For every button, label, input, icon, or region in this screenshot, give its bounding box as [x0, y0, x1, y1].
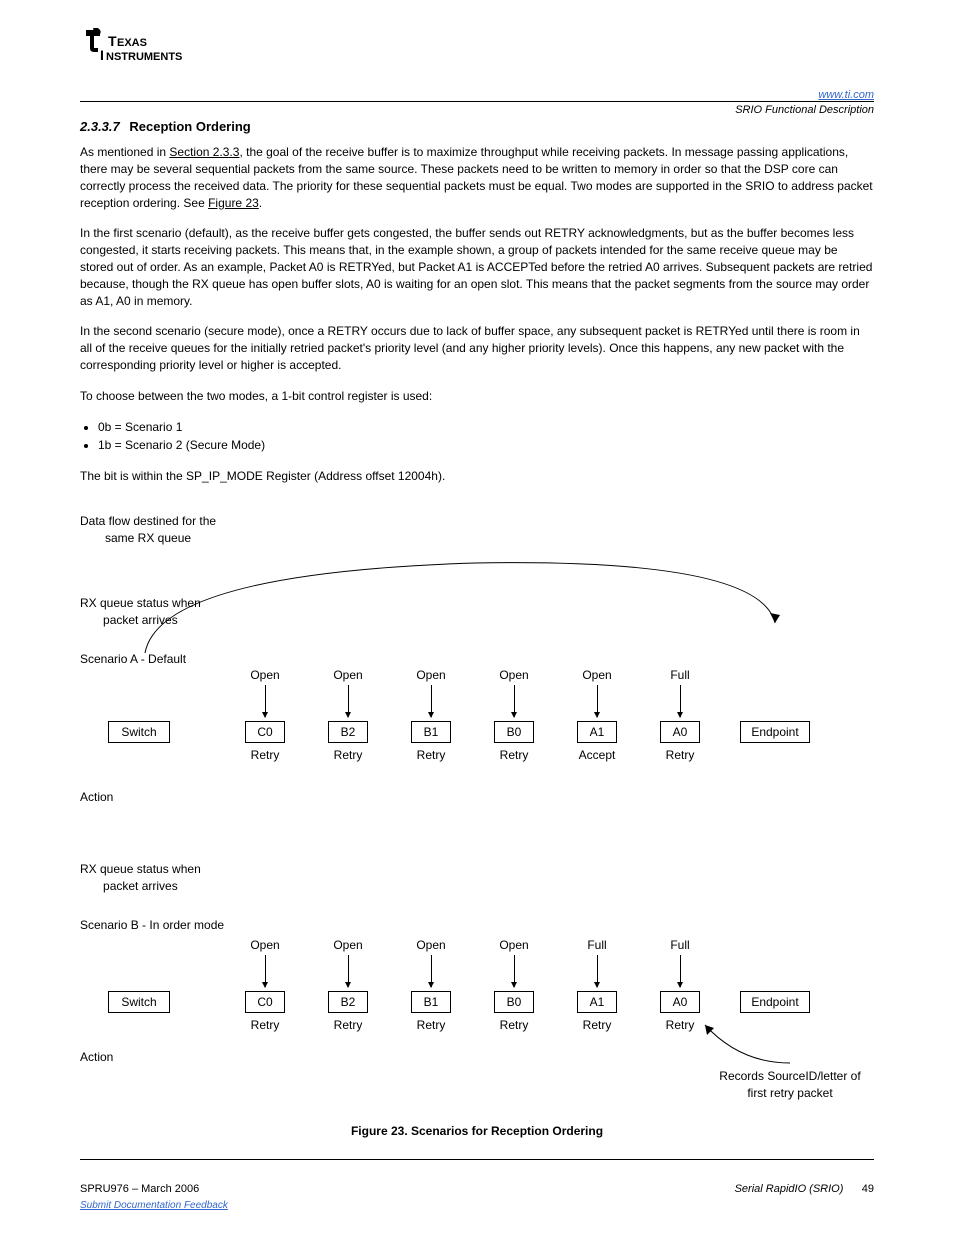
section-heading: 2.3.3.7 Reception Ordering [80, 118, 874, 136]
A-status-0: Open [235, 667, 295, 684]
B-action-2: Retry [401, 1017, 461, 1034]
B-arrow-2 [431, 955, 432, 987]
B-packet-1: B2 [328, 991, 368, 1013]
A-status-5: Full [650, 667, 710, 684]
feedback-link-wrap: Submit Documentation Feedback [80, 1199, 228, 1213]
scenario-a-title: Scenario A - Default [80, 651, 186, 668]
A-status-3: Open [484, 667, 544, 684]
B-packet-3: B0 [494, 991, 534, 1013]
footer-left: SPRU976 – March 2006 [80, 1182, 199, 1197]
A-arrow-3 [514, 685, 515, 717]
A-arrow-0 [265, 685, 266, 717]
B-action-3: Retry [484, 1017, 544, 1034]
B-status-0: Open [235, 937, 295, 954]
B-action-4: Retry [567, 1017, 627, 1034]
B-packet-4: A1 [577, 991, 617, 1013]
svg-text:I: I [100, 47, 104, 63]
A-action-1: Retry [318, 747, 378, 764]
A-packet-3: B0 [494, 721, 534, 743]
scenario-b-title: Scenario B - In order mode [80, 917, 224, 934]
B-packet-0: C0 [245, 991, 285, 1013]
footer: SPRU976 – March 2006 Serial RapidIO (SRI… [80, 1182, 874, 1197]
mode-bullet-list: 0b = Scenario 1 1b = Scenario 2 (Secure … [98, 419, 874, 455]
A-action-0: Retry [235, 747, 295, 764]
scenario-b-action-label: Action [80, 1049, 113, 1066]
section-number: 2.3.3.7 [80, 119, 120, 134]
paragraph-2: In the first scenario (default), as the … [80, 225, 874, 309]
B-arrow-1 [348, 955, 349, 987]
footer-rule [80, 1159, 874, 1160]
fig-top-label: Data flow destined for the same RX queue [80, 513, 216, 547]
ti-logo: TEXAS INSTRUMENTS [80, 28, 190, 72]
A-action-5: Retry [650, 747, 710, 764]
A-arrow-5 [680, 685, 681, 717]
B-packet-5: A0 [660, 991, 700, 1013]
figure-ref-1[interactable]: Figure 23 [208, 196, 259, 210]
A-arrow-2 [431, 685, 432, 717]
B-endpoint-box: Endpoint [740, 991, 810, 1013]
scenario-b-status-caption: RX queue status when packet arrives [80, 861, 201, 895]
A-status-4: Open [567, 667, 627, 684]
A-action-2: Retry [401, 747, 461, 764]
records-curve [80, 1013, 874, 1073]
A-action-4: Accept [567, 747, 627, 764]
A-switch-box: Switch [108, 721, 170, 743]
B-packet-2: B1 [411, 991, 451, 1013]
svg-text:T: T [108, 33, 117, 49]
B-status-4: Full [567, 937, 627, 954]
bullet-2: 1b = Scenario 2 (Secure Mode) [98, 437, 874, 454]
page: TEXAS INSTRUMENTS www.ti.com SRIO Functi… [0, 0, 954, 1235]
B-status-5: Full [650, 937, 710, 954]
section-title: Reception Ordering [129, 119, 250, 134]
B-status-3: Open [484, 937, 544, 954]
bullet-1: 0b = Scenario 1 [98, 419, 874, 436]
figure-caption: Figure 23. Scenarios for Reception Order… [80, 1123, 874, 1140]
B-switch-box: Switch [108, 991, 170, 1013]
figure-23: Data flow destined for the same RX queue… [80, 513, 874, 1103]
header-rule [80, 101, 874, 102]
scenario-a-action-label: Action [80, 789, 113, 806]
header-section-title: SRIO Functional Description [735, 104, 874, 116]
paragraph-5: The bit is within the SP_IP_MODE Registe… [80, 468, 874, 485]
A-packet-1: B2 [328, 721, 368, 743]
B-arrow-4 [597, 955, 598, 987]
section-ref-1[interactable]: Section 2.3.3 [169, 145, 239, 159]
paragraph-3: In the second scenario (secure mode), on… [80, 323, 874, 373]
B-status-2: Open [401, 937, 461, 954]
feedback-link[interactable]: Submit Documentation Feedback [80, 1200, 228, 1211]
paragraph-1: As mentioned in Section 2.3.3, the goal … [80, 144, 874, 211]
footer-right: Serial RapidIO (SRIO) 49 [735, 1182, 874, 1197]
A-arrow-4 [597, 685, 598, 717]
A-status-1: Open [318, 667, 378, 684]
B-action-5: Retry [650, 1017, 710, 1034]
B-action-0: Retry [235, 1017, 295, 1034]
A-packet-0: C0 [245, 721, 285, 743]
B-action-1: Retry [318, 1017, 378, 1034]
A-packet-5: A0 [660, 721, 700, 743]
A-status-2: Open [401, 667, 461, 684]
header-site-link[interactable]: www.ti.com [818, 89, 874, 101]
A-packet-4: A1 [577, 721, 617, 743]
B-arrow-3 [514, 955, 515, 987]
B-status-1: Open [318, 937, 378, 954]
records-label: Records SourceID/letter of first retry p… [700, 1068, 880, 1102]
svg-text:NSTRUMENTS: NSTRUMENTS [106, 51, 182, 63]
content: 2.3.3.7 Reception Ordering As mentioned … [80, 118, 874, 1140]
A-packet-2: B1 [411, 721, 451, 743]
A-endpoint-box: Endpoint [740, 721, 810, 743]
paragraph-4: To choose between the two modes, a 1-bit… [80, 388, 874, 405]
svg-text:EXAS: EXAS [117, 37, 147, 49]
header-right: www.ti.com SRIO Functional Description [735, 88, 874, 119]
A-arrow-1 [348, 685, 349, 717]
page-number: 49 [862, 1183, 874, 1195]
A-action-3: Retry [484, 747, 544, 764]
B-arrow-0 [265, 955, 266, 987]
scenario-a-status-caption: RX queue status when packet arrives [80, 595, 201, 629]
B-arrow-5 [680, 955, 681, 987]
